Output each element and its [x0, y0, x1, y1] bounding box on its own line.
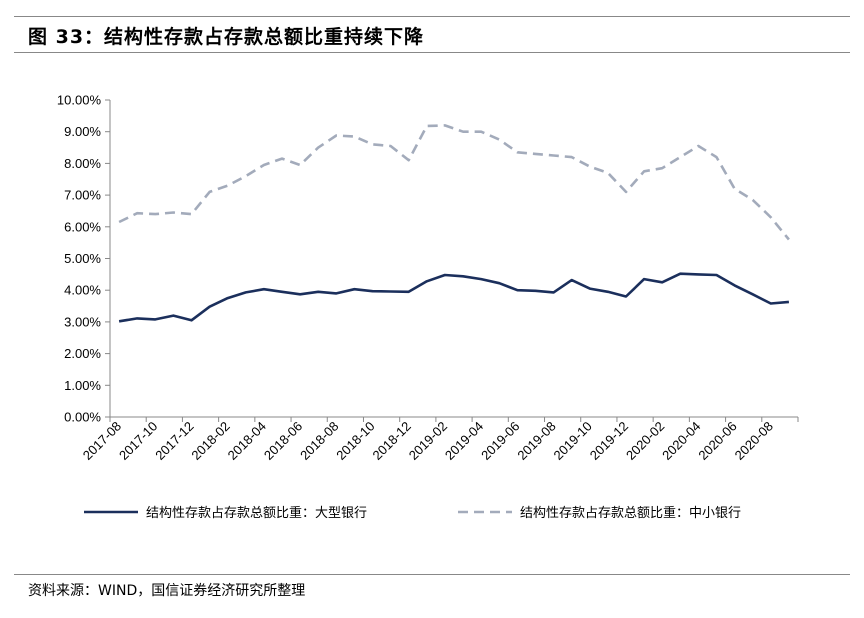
legend: 结构性存款占存款总额比重：大型银行 结构性存款占存款总额比重：中小银行 [84, 505, 741, 521]
x-tick-label: 2018-10 [333, 419, 377, 463]
y-tick-label: 3.00% [64, 314, 101, 329]
source-note: 资料来源：WIND，国信证券经济研究所整理 [28, 583, 306, 599]
bottom-rule [14, 574, 850, 575]
x-tick-label: 2017-08 [80, 419, 124, 463]
y-tick-label: 1.00% [64, 378, 101, 393]
x-tick-label: 2017-12 [152, 419, 196, 463]
y-tick-label: 8.00% [64, 156, 101, 171]
x-tick-label: 2018-08 [297, 419, 341, 463]
x-tick-label: 2018-12 [370, 419, 414, 463]
x-tick-label: 2018-02 [188, 419, 232, 463]
x-tick-label: 2019-06 [478, 419, 522, 463]
x-axis: 2017-082017-102017-122018-022018-042018-… [80, 416, 799, 463]
x-tick-label: 2018-04 [225, 419, 269, 463]
series-line-1 [118, 124, 790, 241]
line-chart: 0.00% 1.00% 2.00% 3.00% 4.00% 5.00% 6.00% 7.00%… [57, 93, 799, 521]
y-tick-label: 2.00% [64, 346, 101, 361]
x-tick-label: 2020-06 [695, 419, 739, 463]
y-axis: 0.00% 1.00% 2.00% 3.00% 4.00% 5.00% 6.00% 7.00%… [57, 93, 111, 425]
x-tick-label: 2017-10 [116, 419, 160, 463]
x-tick-label: 2018-06 [261, 419, 305, 463]
x-tick-label: 2019-12 [587, 419, 631, 463]
y-tick-label: 5.00% [64, 251, 101, 266]
y-tick-label: 10.00% [57, 93, 102, 108]
x-tick-label: 2019-02 [406, 419, 450, 463]
x-tick-label: 2020-04 [659, 419, 703, 463]
x-tick-label: 2019-10 [551, 419, 595, 463]
x-tick-label: 2020-08 [732, 419, 776, 463]
x-tick-label: 2019-08 [514, 419, 558, 463]
series-line-0 [118, 272, 790, 323]
series-layer [118, 124, 790, 323]
y-tick-label: 0.00% [64, 410, 101, 425]
y-tick-label: 6.00% [64, 219, 101, 234]
y-tick-label: 7.00% [64, 188, 101, 203]
figure-title: 图 33：结构性存款占存款总额比重持续下降 [28, 26, 425, 48]
title-rule [14, 52, 850, 53]
x-tick-label: 2019-04 [442, 419, 486, 463]
legend-label-0: 结构性存款占存款总额比重：大型银行 [146, 505, 367, 521]
y-tick-label: 4.00% [64, 283, 101, 298]
legend-label-1: 结构性存款占存款总额比重：中小银行 [520, 505, 741, 521]
y-tick-label: 9.00% [64, 124, 101, 139]
x-tick-label: 2020-02 [623, 419, 667, 463]
top-rule [14, 16, 850, 17]
